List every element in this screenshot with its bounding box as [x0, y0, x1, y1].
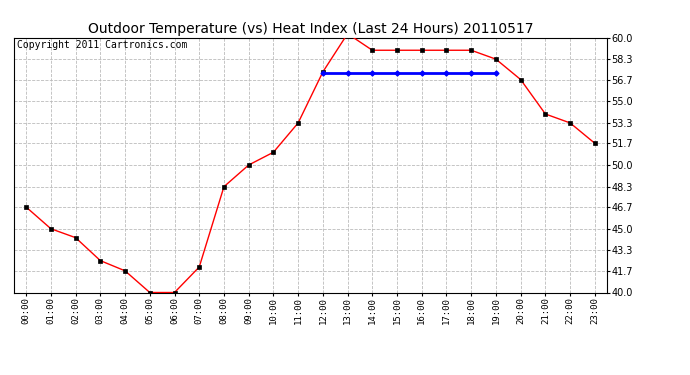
Title: Outdoor Temperature (vs) Heat Index (Last 24 Hours) 20110517: Outdoor Temperature (vs) Heat Index (Las… — [88, 22, 533, 36]
Text: Copyright 2011 Cartronics.com: Copyright 2011 Cartronics.com — [17, 40, 187, 50]
